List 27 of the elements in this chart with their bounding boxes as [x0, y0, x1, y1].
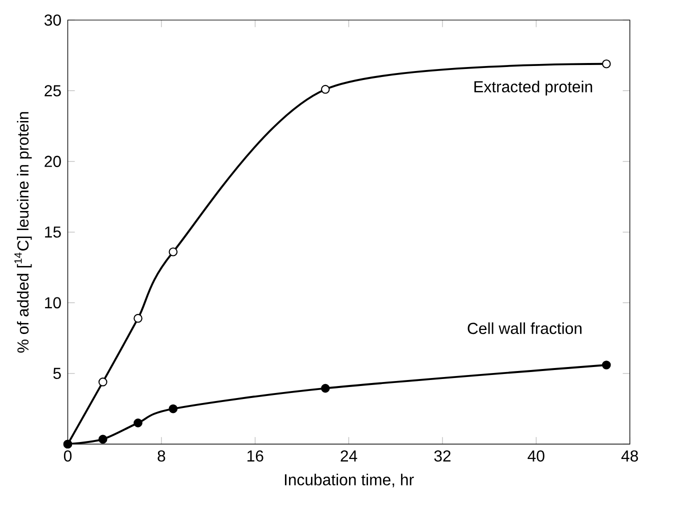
y-tick-label: 15	[45, 226, 61, 238]
x-tick-label: 24	[340, 450, 358, 462]
x-tick-label: 48	[621, 450, 638, 462]
text: Cell wall fraction	[468, 322, 582, 334]
x-tick-label: 40	[528, 450, 544, 462]
point	[168, 248, 178, 256]
x-tick-label: 8	[158, 450, 166, 462]
x-axis-title: Incubation time, hr	[284, 474, 414, 488]
y-tick-label: 20	[44, 156, 61, 168]
point	[602, 60, 611, 68]
point	[320, 84, 330, 94]
x-tick-label: 0	[64, 450, 72, 462]
series-label: Extracted protein	[474, 80, 592, 96]
y-axis-title: % of added [$^{14}$C] leucine in protein	[14, 112, 32, 353]
point	[320, 384, 330, 393]
point	[134, 418, 142, 428]
point	[98, 434, 108, 444]
point	[168, 404, 178, 414]
y-tick-label: 5	[53, 368, 61, 380]
point	[98, 378, 108, 386]
y-tick-label: 30	[44, 14, 61, 26]
y-tick-label: 10	[45, 297, 61, 308]
point	[134, 314, 142, 323]
x-tick-label: 32	[434, 450, 450, 462]
point	[602, 360, 611, 370]
y-tick-label: 25	[44, 85, 61, 96]
x-tick-label: 16	[248, 450, 264, 462]
